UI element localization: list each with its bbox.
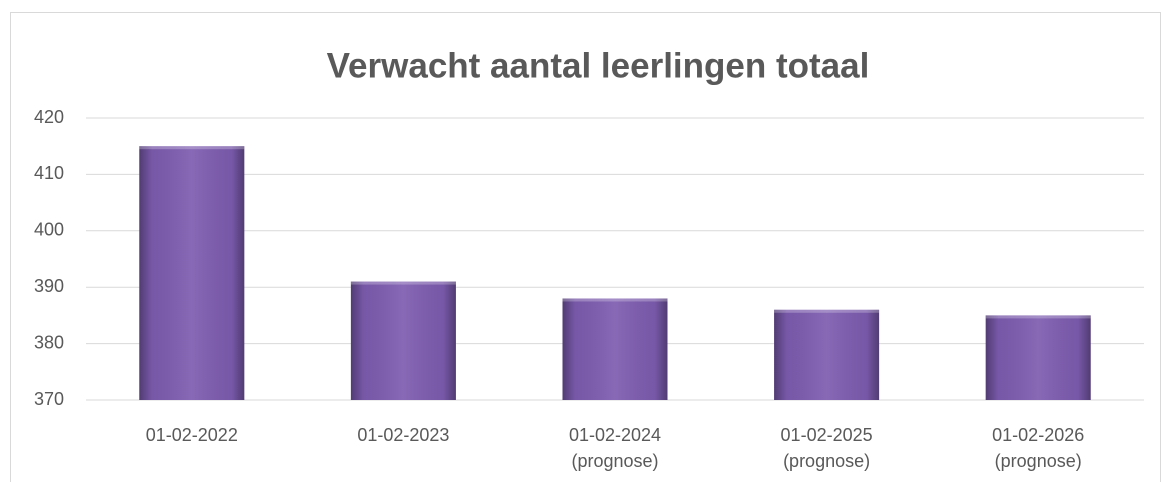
x-tick-label: 01-02-2024 (prognose) [569, 425, 661, 471]
y-tick-label: 380 [34, 332, 64, 352]
bar [562, 298, 668, 400]
y-tick-label: 410 [34, 163, 64, 183]
bar [774, 309, 880, 400]
y-tick-label: 400 [34, 220, 64, 240]
y-tick-label: 370 [34, 389, 64, 409]
bar [985, 315, 1091, 400]
bar [139, 146, 245, 400]
x-tick-label: 01-02-2026 (prognose) [992, 425, 1084, 471]
y-tick-label: 420 [34, 107, 64, 127]
x-tick-label: 01-02-2023 [357, 425, 449, 445]
chart-title: Verwacht aantal leerlingen totaal [327, 46, 870, 85]
y-tick-label: 390 [34, 276, 64, 296]
x-tick-label: 01-02-2025 (prognose) [781, 425, 873, 471]
x-tick-label: 01-02-2022 [146, 425, 238, 445]
bar [350, 281, 456, 400]
